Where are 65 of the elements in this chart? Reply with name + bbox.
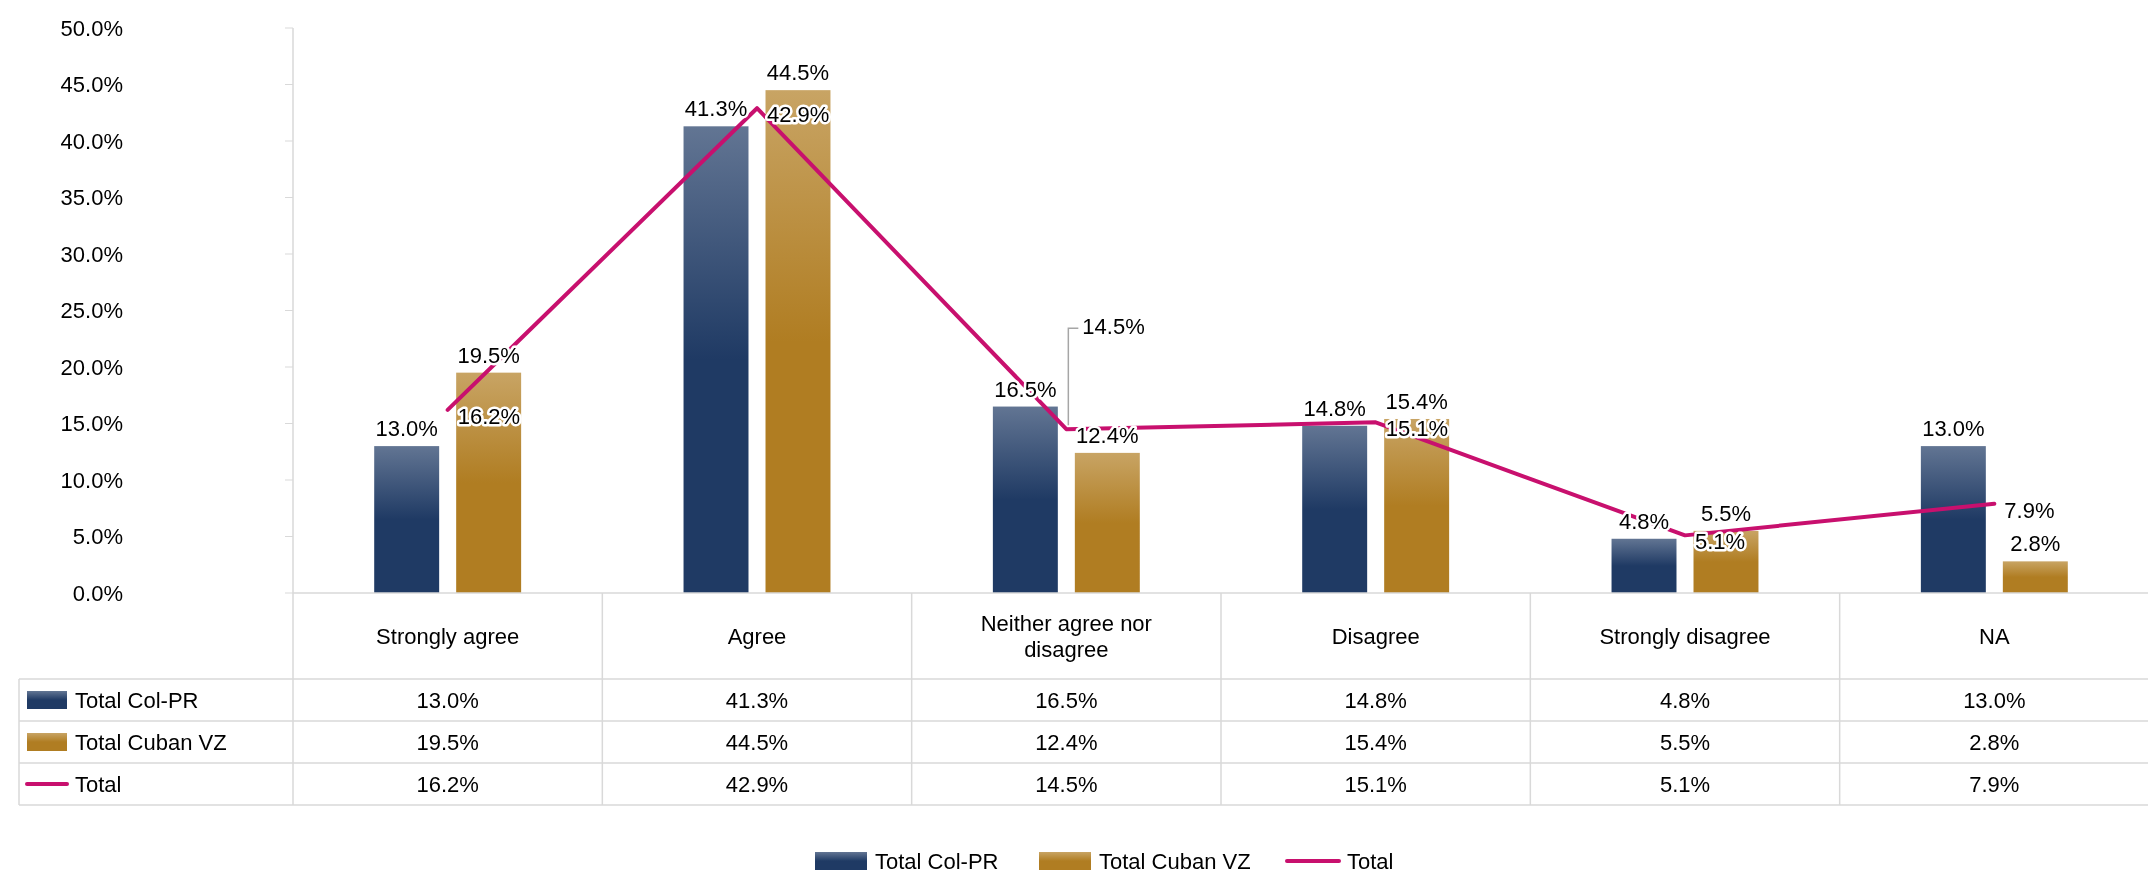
- legend-label: Total Cuban VZ: [1099, 848, 1251, 871]
- y-tick-label: 25.0%: [60, 298, 123, 324]
- data-label: 5.5%: [1659, 729, 1711, 755]
- y-tick-label: 20.0%: [60, 354, 123, 380]
- text: 5.5%: [1700, 500, 1752, 526]
- text: 15.4%: [1385, 388, 1448, 414]
- x-tick-label: Strongly disagree: [1599, 623, 1771, 649]
- y-tick-label: 40.0%: [60, 128, 123, 154]
- text: 14.5%: [1082, 314, 1145, 340]
- data-label: 16.2%: [416, 771, 479, 797]
- text: 44.5%: [766, 60, 830, 86]
- y-tick-label: 35.0%: [60, 185, 123, 211]
- bar: [765, 90, 831, 593]
- data-label: 13.0%: [416, 687, 479, 713]
- bar: [2002, 561, 2068, 593]
- x-tick-label: Neither agree nor disagree: [980, 610, 1152, 662]
- data-label: 4.8%: [1659, 687, 1711, 713]
- text: 14.8%: [1303, 395, 1366, 421]
- bar: [374, 446, 440, 593]
- legend-label: Total Col-PR: [75, 687, 199, 713]
- y-tick-label: 30.0%: [60, 241, 123, 267]
- x-tick-label: Disagree: [1331, 623, 1420, 649]
- legend-label: Total: [1347, 848, 1394, 871]
- data-label: 15.4%: [1344, 729, 1407, 755]
- y-tick-label: 0.0%: [72, 580, 123, 606]
- y-tick-label: 15.0%: [60, 411, 123, 437]
- data-label: 41.3%: [725, 687, 789, 713]
- text: 41.3%: [684, 96, 748, 122]
- bar: [456, 372, 522, 593]
- data-label: 14.8%: [1344, 687, 1407, 713]
- data-label: 7.9%: [1969, 771, 2020, 797]
- data-label: 12.4%: [1035, 729, 1098, 755]
- data-label: 44.5%: [725, 729, 789, 755]
- bar: [1302, 425, 1368, 593]
- text: 42.9%: [767, 102, 830, 128]
- text: 16.2%: [457, 403, 521, 429]
- data-label: 16.5%: [1035, 687, 1098, 713]
- data-label: 14.5%: [1035, 771, 1098, 797]
- y-tick-label: 5.0%: [72, 524, 123, 550]
- x-tick-label: Strongly agree: [376, 623, 520, 649]
- bar: [1920, 446, 1986, 593]
- data-label: 42.9%: [725, 771, 789, 797]
- bar: [1074, 452, 1140, 593]
- text: Total Col-PR: [875, 848, 999, 871]
- data-label: 15.1%: [1344, 771, 1407, 797]
- x-tick-label: Agree: [727, 623, 787, 649]
- data-label: 2.8%: [1969, 729, 2020, 755]
- text: 13.0%: [375, 416, 438, 442]
- y-tick-label: 45.0%: [60, 72, 123, 98]
- text: Total Cuban VZ: [75, 729, 227, 755]
- text: 12.4%: [1076, 422, 1139, 448]
- data-label: 19.5%: [416, 729, 479, 755]
- text: 7.9%: [2004, 497, 2055, 523]
- bar: [992, 406, 1058, 593]
- y-tick-label: 50.0%: [60, 15, 123, 41]
- data-label: 5.1%: [1659, 771, 1711, 797]
- text: 5.1%: [1695, 529, 1746, 555]
- bar: [1611, 538, 1677, 593]
- data-label: 13.0%: [1963, 687, 2026, 713]
- text: 13.0%: [1922, 416, 1985, 442]
- text: 2.8%: [2010, 531, 2061, 557]
- text: Total: [75, 771, 122, 797]
- y-tick-label: 10.0%: [60, 467, 123, 493]
- x-tick-label: NA: [1979, 623, 2010, 649]
- bar: [683, 126, 749, 593]
